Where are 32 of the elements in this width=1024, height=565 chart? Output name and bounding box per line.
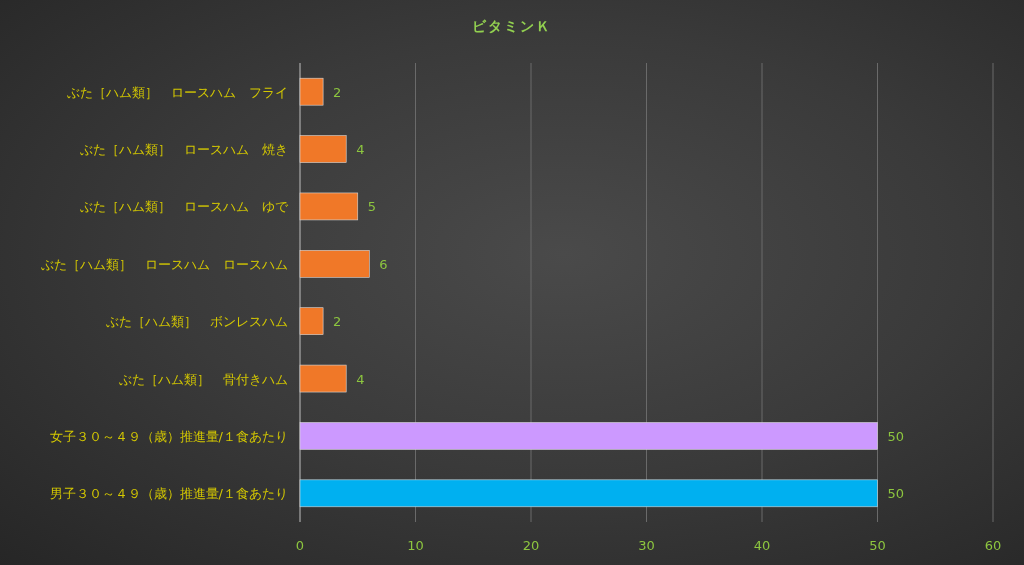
- x-tick-label: 10: [407, 538, 424, 553]
- y-tick-label: ぶた［ハム類］ ロースハム フライ: [67, 84, 288, 100]
- y-tick-label: 男子３０～４９（歳）推進量/１食あたり: [49, 486, 288, 502]
- data-label: 50: [887, 486, 905, 502]
- data-label: 6: [379, 256, 388, 272]
- data-label: 2: [333, 314, 342, 330]
- bar: [299, 307, 324, 335]
- data-label: 50: [887, 428, 905, 444]
- data-label: 4: [356, 371, 365, 387]
- data-label: 4: [356, 142, 365, 158]
- bar: [299, 250, 370, 278]
- x-tick-label: 40: [753, 538, 771, 553]
- x-tick-label: 0: [295, 538, 305, 553]
- y-tick-label: ぶた［ハム類］ ボンレスハム: [106, 314, 288, 330]
- y-tick-label: ぶた［ハム類］ ロースハム ロースハム: [41, 256, 288, 272]
- y-tick-label: 女子３０～４９（歳）推進量/１食あたり: [49, 428, 288, 444]
- x-tick-label: 20: [522, 538, 540, 553]
- bar: [299, 192, 359, 221]
- bar: [299, 135, 347, 163]
- x-tick-label: 50: [869, 538, 886, 553]
- y-tick-label: ぶた［ハム類］ ロースハム 焼き: [80, 142, 288, 158]
- y-tick-label: ぶた［ハム類］ ロースハム ゆで: [80, 199, 289, 215]
- data-label: 5: [367, 199, 377, 215]
- x-tick-label: 30: [638, 538, 655, 553]
- bar: [299, 77, 324, 106]
- bar: [299, 479, 878, 508]
- data-label: 2: [333, 84, 342, 100]
- bar: [299, 422, 878, 450]
- x-tick-label: 60: [984, 538, 1002, 553]
- bar: [299, 364, 347, 393]
- chart-title: ビタミンＫ: [472, 18, 552, 34]
- y-tick-label: ぶた［ハム類］ 骨付きハム: [119, 371, 288, 387]
